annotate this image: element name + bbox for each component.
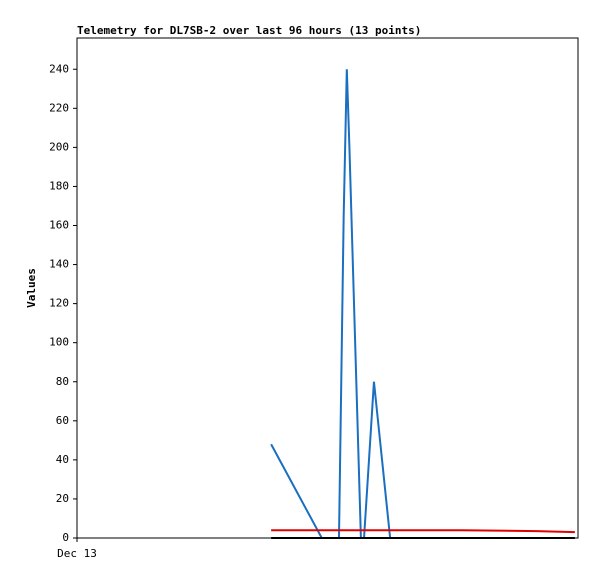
y-tick-label: 220 — [49, 101, 69, 114]
y-tick-label: 120 — [49, 297, 69, 310]
y-tick-label: 40 — [56, 453, 69, 466]
y-tick-label: 160 — [49, 219, 69, 232]
y-tick-label: 140 — [49, 258, 69, 271]
y-tick-label: 0 — [62, 531, 69, 544]
y-tick-label: 240 — [49, 62, 69, 75]
y-tick-label: 200 — [49, 140, 69, 153]
plot-frame — [76, 37, 579, 539]
y-tick-label: 100 — [49, 336, 69, 349]
y-axis-label: Values — [25, 268, 38, 308]
y-tick-label: 180 — [49, 179, 69, 192]
y-tick-label: 80 — [56, 375, 69, 388]
chart-title: Telemetry for DL7SB-2 over last 96 hours… — [77, 24, 421, 37]
x-tick-label: Dec 13 — [57, 547, 97, 560]
series-line — [271, 529, 575, 534]
y-tick-label: 60 — [56, 414, 69, 427]
y-tick-label: 20 — [56, 492, 69, 505]
